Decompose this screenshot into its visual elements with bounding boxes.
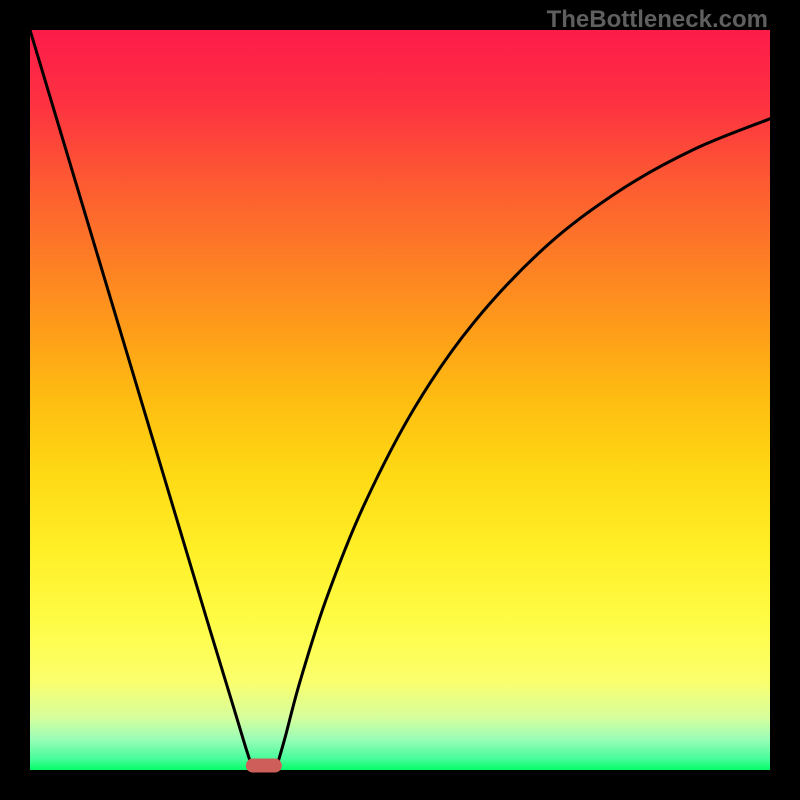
curve-right-branch <box>278 119 770 763</box>
curve-left-branch <box>30 30 251 763</box>
watermark-text: TheBottleneck.com <box>547 6 768 34</box>
apex-marker <box>246 759 282 773</box>
curve-layer <box>0 0 800 800</box>
chart-frame: TheBottleneck.com <box>0 0 800 800</box>
